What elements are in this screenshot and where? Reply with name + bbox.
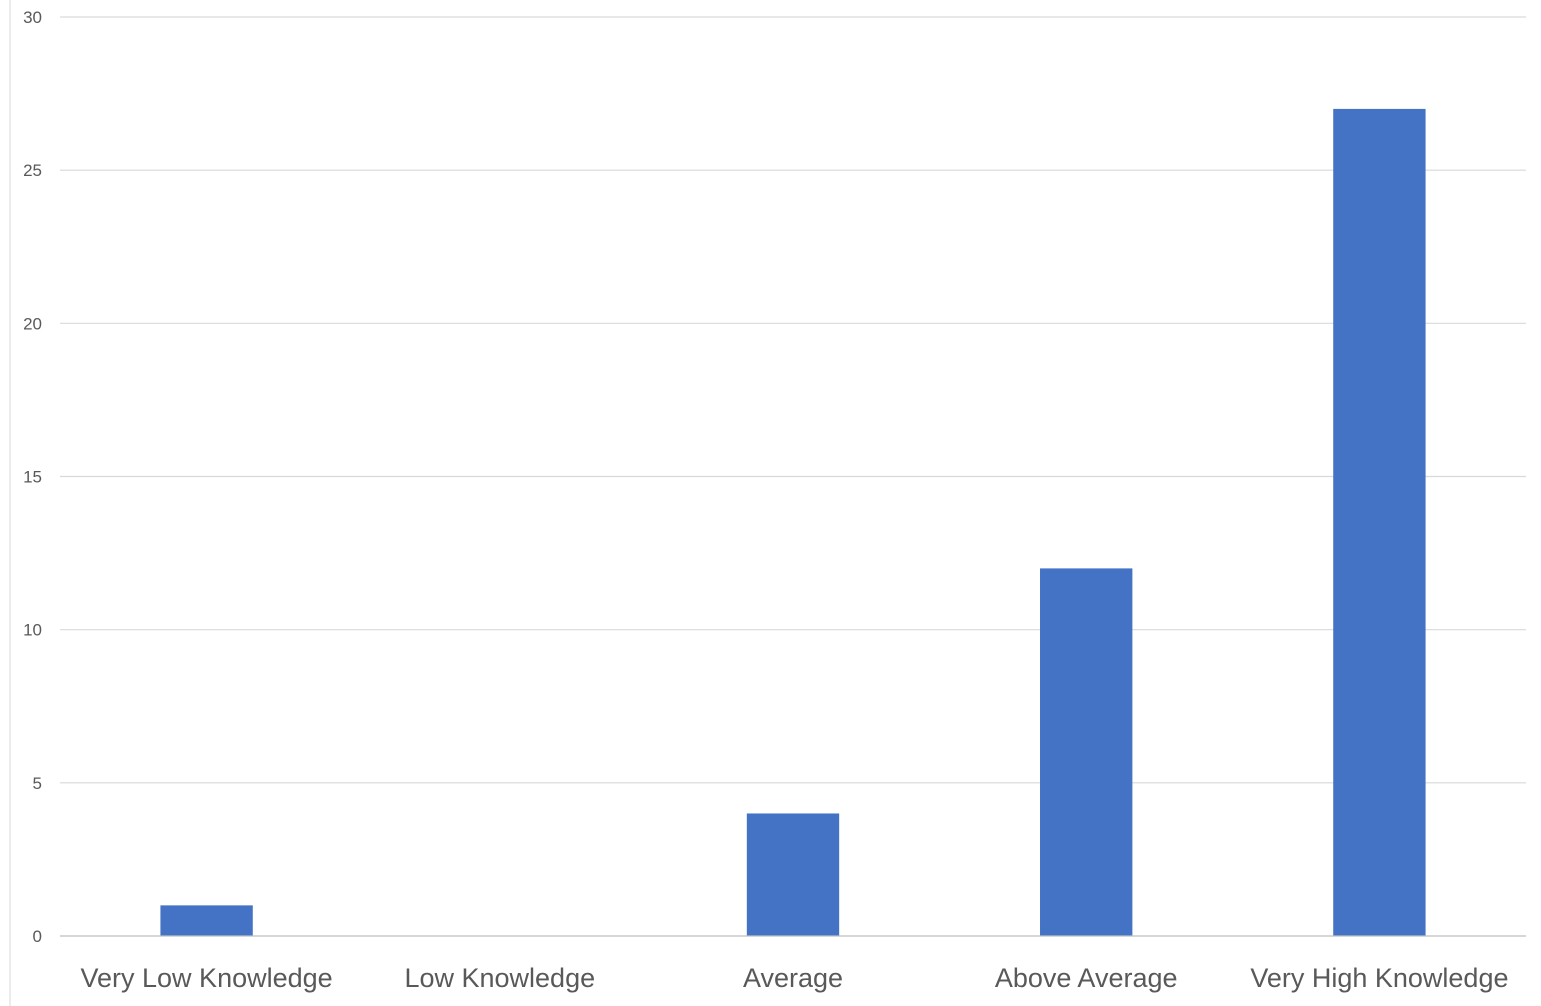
bar-very-high-knowledge: [1333, 108, 1426, 936]
bar-above-average: [1040, 568, 1133, 936]
y-tick-label-30: 30: [23, 8, 42, 27]
y-tick-label-0: 0: [33, 927, 42, 946]
x-axis-category-labels: Very Low Knowledge Low Knowledge Average Ab…: [81, 963, 1509, 993]
y-tick-label-25: 25: [23, 161, 42, 180]
x-category-label-very-high-knowledge: Very High Knowledge: [1250, 963, 1508, 993]
y-tick-label-5: 5: [33, 774, 42, 793]
x-category-label-average: Average: [743, 963, 843, 993]
bar-very-low-knowledge: [160, 905, 253, 936]
gridlines: [60, 16, 1526, 784]
x-category-label-low-knowledge: Low Knowledge: [404, 963, 595, 993]
y-tick-label-15: 15: [23, 468, 42, 487]
y-tick-label-20: 20: [23, 314, 42, 333]
y-tick-label-10: 10: [23, 621, 42, 640]
y-axis-tick-labels: 0 5 10 15 20 25 30: [23, 8, 42, 946]
bar-average: [746, 813, 840, 936]
x-category-label-very-low-knowledge: Very Low Knowledge: [81, 963, 333, 993]
x-category-label-above-average: Above Average: [995, 963, 1178, 993]
bars: [160, 108, 1426, 936]
